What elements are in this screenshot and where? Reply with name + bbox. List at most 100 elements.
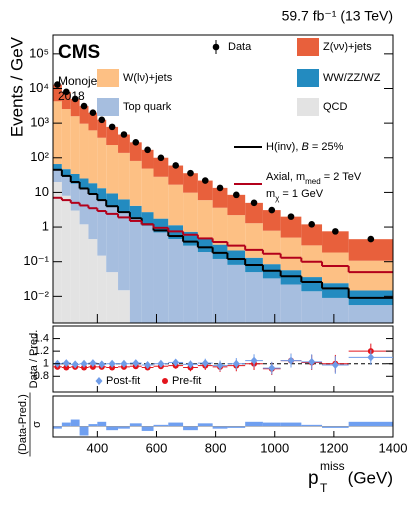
stack-segment [322, 252, 349, 284]
legend-label-part: H(inv), [266, 141, 301, 153]
ratio-point [308, 357, 316, 366]
legend-label: W(lν)+jets [123, 72, 173, 84]
stack-segment [322, 283, 349, 298]
stack-segment [129, 142, 142, 161]
stack-segment [79, 123, 89, 179]
x-tick-label: 1000 [260, 440, 289, 455]
stack-segment [280, 237, 302, 271]
stack-segment [280, 270, 302, 285]
stack-segment [97, 200, 107, 256]
stack-segment [97, 188, 107, 201]
y-axis-label: (Data-Pred.) [17, 394, 29, 455]
y-tick-label: 10² [30, 149, 49, 164]
stack-segment [70, 210, 80, 323]
legend-marker [162, 378, 168, 384]
stack-segment [183, 173, 198, 193]
data-point [54, 81, 61, 88]
y-tick-label: 10⁻² [23, 288, 49, 303]
legend-label: Axial, mmed = 2 TeV [266, 171, 362, 186]
pull-bar [70, 419, 80, 427]
y-axis-label: σ [31, 421, 43, 428]
x-axis-label: miss [320, 459, 345, 473]
ratio-point [89, 359, 97, 368]
legend-marker [95, 377, 103, 385]
legend-label: Pre-fit [172, 375, 201, 387]
stack-segment [301, 224, 323, 246]
experiment: CMS [58, 42, 100, 63]
legend-label: QCD [323, 101, 348, 113]
stack-segment [197, 252, 213, 323]
stack-segment [322, 231, 349, 253]
legend-swatch [97, 69, 119, 87]
data-point [250, 199, 258, 207]
pull-bar [53, 426, 62, 429]
legend-label-part: χ [275, 194, 280, 203]
stack-segment [153, 176, 169, 219]
stack-segment [88, 130, 98, 184]
stack-segment [168, 184, 184, 226]
stack-segment [322, 297, 349, 323]
legend-label-part: Axial, m [266, 171, 305, 183]
legend-swatch [297, 98, 319, 116]
legend-label-part: = 25% [309, 141, 344, 153]
legend-swatch [97, 98, 119, 116]
data-point [308, 221, 315, 228]
ratio-point [144, 360, 152, 369]
stack-segment [79, 224, 89, 323]
data-point [201, 177, 209, 184]
pull-bar [227, 426, 246, 428]
data-point [71, 95, 79, 103]
pull-bar [141, 426, 154, 431]
ratio-point [186, 360, 194, 369]
stack-segment [88, 194, 98, 240]
stack-segment [97, 137, 107, 189]
y-tick-label: 0.8 [34, 370, 49, 382]
stack-segment [79, 178, 89, 190]
data-point [89, 109, 97, 117]
stack-segment [61, 91, 71, 110]
stack-segment [141, 212, 154, 226]
stack-segment [53, 101, 62, 165]
stack-segment [129, 160, 142, 206]
stack-segment [88, 183, 98, 195]
data-point [287, 213, 295, 220]
stack-segment [280, 284, 302, 323]
legend-label: Post-fit [106, 375, 140, 387]
data-point [120, 131, 128, 138]
pull-bar [348, 421, 393, 427]
stack-segment [262, 210, 281, 231]
pull-bar [197, 423, 213, 427]
stack-segment [245, 202, 263, 224]
stack-segment [53, 169, 62, 182]
pull-bar [322, 426, 349, 428]
stack-segment [227, 194, 246, 216]
x-tick-label: 1400 [379, 440, 408, 455]
stack-segment [129, 219, 142, 323]
legend-label: WW/ZZ/WZ [323, 72, 381, 84]
stack-segment [70, 98, 80, 117]
stack-segment [153, 157, 169, 177]
stack-segment [245, 272, 263, 323]
plot-frame-bg [53, 396, 393, 437]
pull-bar [183, 426, 198, 431]
annotation: Monojet [58, 74, 101, 88]
stack-segment [227, 215, 246, 251]
ratio-point [367, 353, 375, 362]
stack-segment [301, 291, 323, 323]
stack-segment [141, 149, 154, 169]
stack-segment [197, 200, 213, 239]
pull-bar [97, 421, 107, 427]
stack-segment [97, 119, 107, 138]
ratio-point [132, 359, 140, 368]
data-point [233, 191, 240, 199]
plot-frame [52, 34, 394, 324]
y-tick-label: 1 [43, 358, 49, 370]
lumi: 59.7 fb⁻¹ (13 TeV) [282, 8, 393, 24]
data-point [216, 184, 224, 192]
stack-segment [53, 164, 62, 170]
stack-segment [61, 169, 71, 177]
y-tick-label: 10⁴ [29, 80, 49, 95]
pull-bar [61, 422, 71, 427]
legend-label-part: m [266, 188, 275, 200]
